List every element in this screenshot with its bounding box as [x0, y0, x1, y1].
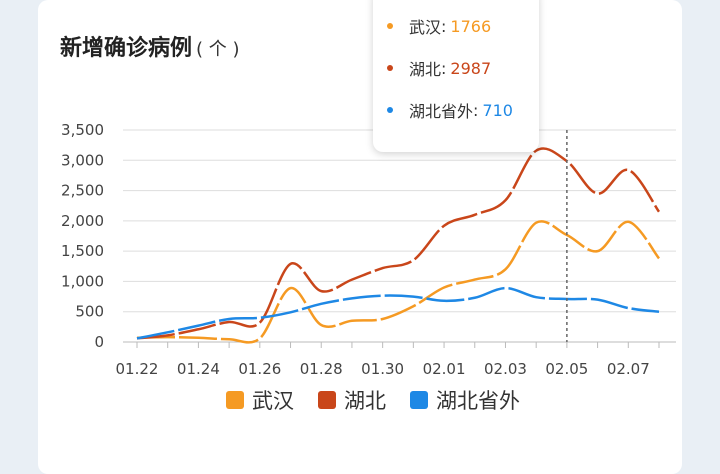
series-lines — [136, 147, 661, 344]
x-tick-label: 01.22 — [116, 360, 159, 378]
x-tick-label: 01.28 — [300, 360, 343, 378]
tooltip-row-hubei: 湖北: 2987 — [387, 56, 491, 80]
tooltip-dot-outside-hubei — [387, 107, 393, 113]
x-tick-label: 01.30 — [361, 360, 404, 378]
chart-card — [38, 0, 682, 474]
legend-label-outside-hubei: 湖北省外 — [436, 389, 520, 413]
legend-label-hubei: 湖北 — [344, 389, 386, 413]
legend-swatch-outside-hubei — [410, 391, 428, 409]
legend-item-wuhan[interactable]: 武汉 — [226, 385, 294, 415]
tooltip-name-hubei: 湖北 — [409, 60, 442, 79]
chart-legend: 武汉 湖北 湖北省外 — [226, 384, 520, 416]
y-tick-label: 1,500 — [61, 242, 104, 260]
legend-item-hubei[interactable]: 湖北 — [318, 385, 386, 415]
y-tick-label: 2,500 — [61, 182, 104, 200]
legend-swatch-hubei — [318, 391, 336, 409]
chart-title-unit: ( 个 ) — [196, 39, 240, 60]
series-line-0 — [136, 220, 660, 344]
tooltip-row-outside-hubei: 湖北省外: 710 — [387, 98, 513, 122]
y-tick-label: 0 — [94, 333, 104, 351]
x-tick-label: 02.05 — [545, 360, 588, 378]
legend-item-outside-hubei[interactable]: 湖北省外 — [410, 385, 520, 415]
legend-label-wuhan: 武汉 — [252, 389, 294, 413]
y-tick-label: 3,500 — [61, 121, 104, 139]
x-axis-ticks: 01.22 01.24 01.26 01.28 01.30 02.01 02.03 02.05… — [116, 342, 660, 378]
y-tick-label: 2,000 — [61, 212, 104, 230]
tooltip-value-outside-hubei: 710 — [482, 100, 513, 120]
y-tick-label: 3,000 — [61, 151, 104, 169]
series-line-2 — [136, 286, 660, 340]
chart-title: 新增确诊病例( 个 ) — [60, 30, 240, 62]
x-tick-label: 02.01 — [423, 360, 466, 378]
y-tick-label: 1,000 — [61, 272, 104, 290]
tooltip-value-wuhan: 1766 — [450, 16, 492, 36]
chart-title-text: 新增确诊病例 — [60, 36, 193, 61]
tooltip-value-hubei: 2987 — [450, 58, 492, 78]
series-line-1 — [136, 147, 661, 340]
x-tick-label: 01.26 — [238, 360, 281, 378]
tooltip-dot-wuhan — [387, 23, 393, 29]
tooltip-row-wuhan: 武汉: 1766 — [387, 14, 491, 38]
x-tick-label: 01.24 — [177, 360, 220, 378]
tooltip-name-outside-hubei: 湖北省外 — [409, 102, 474, 121]
chart-tooltip: 武汉: 1766 湖北: 2987 湖北省外: 710 — [373, 0, 539, 152]
y-axis-ticks: 0 500 1,000 1,500 2,000 2,500 3,000 3,500 — [61, 121, 104, 351]
grid-lines — [123, 129, 676, 343]
y-tick-label: 500 — [75, 303, 104, 321]
tooltip-name-wuhan: 武汉 — [409, 18, 442, 37]
x-tick-label: 02.07 — [607, 360, 650, 378]
legend-swatch-wuhan — [226, 391, 244, 409]
x-tick-label: 02.03 — [484, 360, 527, 378]
tooltip-dot-hubei — [387, 65, 393, 71]
